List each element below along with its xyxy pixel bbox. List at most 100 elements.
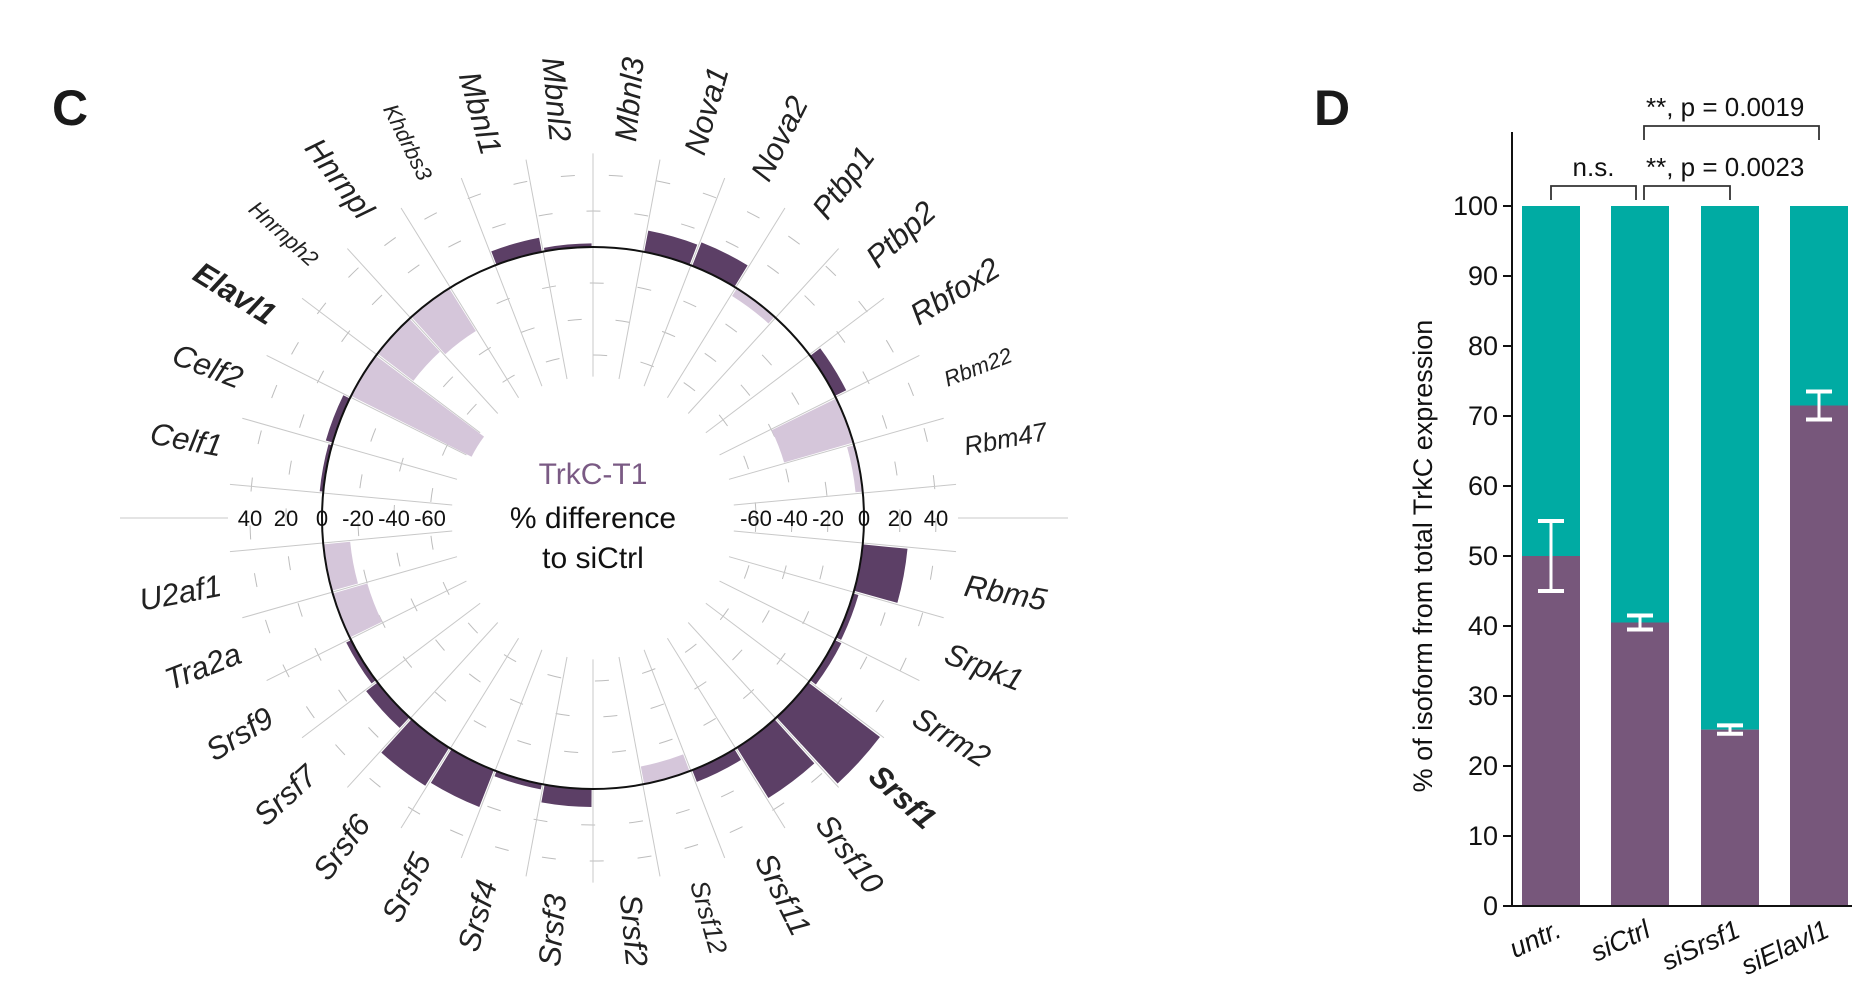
panel-label-c: C	[52, 80, 88, 136]
spoke	[667, 637, 786, 829]
gene-label: Rbm47	[961, 416, 1050, 461]
bar-segment-purple	[1701, 729, 1759, 906]
bar-hnrnpl	[411, 288, 476, 355]
gene-label: U2af1	[136, 568, 224, 618]
spoke	[347, 622, 499, 788]
gene-label: Hnrnph2	[244, 196, 323, 271]
center-line: % difference	[510, 502, 676, 535]
gene-label: Celf1	[148, 416, 226, 464]
category-label: untr.	[1505, 914, 1566, 964]
spoke	[618, 159, 661, 380]
bar-ptbp1	[732, 288, 775, 324]
gene-label: Tra2a	[160, 636, 246, 697]
bar-segment-purple	[1611, 622, 1669, 906]
bar-hnrnph2	[377, 318, 440, 381]
gene-label: Hnrnpl	[298, 132, 382, 227]
y-tick-label: 100	[1453, 191, 1498, 221]
spoke	[643, 177, 726, 387]
significance-bracket	[1643, 185, 1731, 200]
spoke	[687, 622, 839, 788]
gene-label: Nova1	[677, 63, 735, 159]
gene-label: Srsf7	[247, 757, 325, 833]
bar-rbfox2	[810, 348, 847, 396]
spoke	[229, 483, 453, 506]
spoke	[242, 417, 458, 480]
significance-label: **, p = 0.0023	[1646, 152, 1804, 182]
radial-tick-label: -60	[414, 506, 446, 531]
bar-segment-teal	[1790, 206, 1848, 406]
gene-label: Srsf6	[306, 807, 378, 886]
gene-label: Srrm2	[906, 700, 996, 774]
gene-label: Srsf5	[375, 847, 439, 928]
y-tick-label: 60	[1468, 471, 1498, 501]
spoke	[301, 297, 481, 434]
bar-elavl1	[351, 355, 485, 457]
y-tick-label: 90	[1468, 261, 1498, 291]
bar-srsf11	[692, 749, 742, 782]
gene-label: Ptbp2	[859, 194, 942, 274]
y-tick-label: 10	[1468, 821, 1498, 851]
spoke	[687, 248, 839, 414]
y-axis-label: % of isoform from total TrkC expression	[1408, 320, 1438, 793]
gene-label: Rbm5	[962, 568, 1050, 618]
radial-tick-label: -60	[740, 506, 772, 531]
y-tick-label: 30	[1468, 681, 1498, 711]
gene-label: Srpk1	[940, 636, 1028, 698]
gene-label: Rbm22	[940, 343, 1015, 392]
gene-label: Srsf2	[613, 893, 655, 968]
radial-tick-label: 20	[274, 506, 298, 531]
spoke	[719, 580, 920, 681]
gene-label: Mbnl2	[535, 56, 578, 143]
significance-label: **, p = 0.0019	[1646, 92, 1804, 122]
bar-celf2	[325, 395, 350, 443]
bar-u2af1	[323, 541, 358, 591]
spoke	[733, 530, 957, 553]
bar-rbm47	[847, 445, 863, 493]
category-label: siCtrl	[1586, 914, 1655, 968]
gene-label: Srsf4	[451, 876, 504, 955]
bar-rbm22	[771, 398, 854, 463]
spoke	[266, 355, 467, 456]
center-line: to siCtrl	[542, 542, 644, 575]
spoke	[643, 649, 726, 859]
gene-label: Nova2	[744, 91, 815, 187]
bar-mbnl1	[491, 237, 542, 265]
bar-srsf12	[640, 754, 690, 785]
gene-label: Srsf12	[684, 877, 734, 958]
bar-segment-purple	[1522, 556, 1580, 906]
bar-nova2	[692, 242, 748, 287]
bar-segment-purple	[1790, 405, 1848, 906]
bar-rbm5	[854, 544, 908, 603]
radial-tick-label: -40	[378, 506, 410, 531]
y-tick-label: 40	[1468, 611, 1498, 641]
spoke	[400, 207, 519, 399]
spoke	[525, 656, 568, 877]
spoke	[301, 602, 481, 739]
panel-label-d: D	[1314, 80, 1350, 136]
radial-tick-label: 40	[924, 506, 948, 531]
y-tick-label: 0	[1483, 891, 1498, 921]
bar-srsf6	[381, 719, 450, 786]
spoke	[667, 207, 786, 399]
spoke	[618, 656, 661, 877]
y-tick-label: 20	[1468, 751, 1498, 781]
radial-tick-label: -20	[812, 506, 844, 531]
grid-ring	[429, 354, 757, 682]
bar-srsf1	[776, 682, 880, 784]
spoke	[347, 248, 499, 414]
y-tick-label: 50	[1468, 541, 1498, 571]
bar-nova1	[644, 230, 698, 265]
gene-label: Srsf11	[748, 848, 818, 942]
gene-label: Srsf9	[200, 700, 280, 768]
radial-tick-label: 20	[888, 506, 912, 531]
bar-segment-teal	[1611, 206, 1669, 623]
radial-tick-label: -20	[342, 506, 374, 531]
gene-label: Khdrbs3	[378, 100, 437, 185]
spoke	[728, 556, 944, 619]
bar-srsf9	[346, 640, 376, 684]
category-label: siSrsf1	[1657, 914, 1744, 976]
spoke	[400, 637, 519, 829]
spoke	[719, 355, 920, 456]
